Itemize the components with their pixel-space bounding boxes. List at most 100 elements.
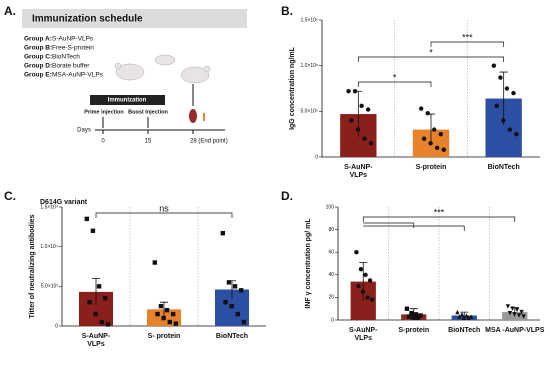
x-tick-label: S- protein	[148, 333, 181, 340]
mouse-icon	[115, 63, 145, 81]
data-point	[368, 141, 374, 146]
data-point	[155, 311, 160, 317]
group-text: Borate buffer	[52, 63, 90, 70]
bar-chart: INF γ concentration pg/ mL 0 20 40 60 80 100 S-…	[305, 204, 545, 342]
data-point	[238, 288, 244, 293]
data-point	[167, 319, 172, 325]
y-tick-label: 40	[328, 272, 334, 278]
data-point	[363, 272, 368, 277]
data-point	[365, 295, 370, 300]
data-point	[441, 147, 446, 152]
data-point	[521, 314, 526, 319]
day-label: 28 (End point)	[190, 139, 228, 145]
error-bar	[359, 261, 368, 301]
tube-icon	[203, 113, 205, 121]
data-point	[510, 306, 515, 311]
panel-label: A.	[4, 4, 16, 18]
y-axis-label: INF γ concentration pg/ mL	[305, 218, 312, 309]
data-point	[356, 283, 361, 289]
data-point	[421, 136, 427, 141]
y-tick-label: 1.0×10⁴	[40, 244, 58, 250]
y-tick-label: 0	[55, 323, 58, 329]
data-point	[519, 309, 524, 315]
mouse-ear	[203, 65, 211, 73]
group-label: Group D:	[24, 63, 52, 70]
charts: IgG concentration ng/mL 0 5.0×10⁵ 1.0×10⁶ 1.…	[29, 17, 545, 348]
y-axis-label: IgG concentration ng/mL	[289, 46, 296, 130]
data-point	[425, 110, 430, 116]
data-point	[512, 312, 517, 317]
error-bar	[92, 278, 100, 306]
subtitle: D614G variant	[40, 199, 88, 206]
group-text: BioNTech	[52, 54, 80, 61]
data-point	[406, 314, 412, 319]
x-tick-label: S-AuNP-VLPs	[82, 333, 111, 348]
label-line: VLPs	[350, 172, 368, 179]
prime-label: Prime injection	[84, 109, 124, 115]
data-point	[173, 321, 179, 326]
data-point	[354, 250, 359, 255]
data-point	[220, 230, 226, 236]
group-text: MSA-AuNP-VLPs	[52, 72, 104, 79]
data-point	[504, 86, 510, 91]
x-tick-label: BioNTech	[488, 164, 520, 171]
data-point	[411, 315, 416, 320]
data-point	[229, 303, 234, 309]
significance-bracket	[357, 56, 505, 62]
data-point	[457, 314, 462, 319]
label-line: VLPs	[87, 341, 105, 348]
x-tick-label: S-protein	[398, 327, 429, 334]
data-point	[99, 319, 104, 325]
error-bar	[499, 71, 508, 126]
group-text: S-AuNP-VLPs	[52, 36, 94, 43]
data-point	[415, 315, 421, 320]
significance-label: ns	[159, 203, 169, 213]
x-tick-label: BioNTech	[448, 327, 480, 334]
y-tick-label: 5.0×10³	[41, 284, 58, 290]
data-point	[352, 89, 358, 94]
y-tick-label: 0	[315, 154, 318, 160]
data-point	[96, 284, 102, 289]
data-point	[170, 311, 176, 317]
data-point	[491, 63, 497, 68]
boost-label: Boost Injection	[128, 109, 168, 115]
data-point	[404, 306, 410, 311]
data-point	[93, 311, 98, 317]
data-point	[161, 315, 166, 321]
panel-label: D.	[281, 189, 293, 203]
data-point	[514, 307, 520, 313]
data-point	[232, 284, 238, 289]
mouse-icon	[154, 54, 176, 66]
y-axis-label: Titter of neutralizing antibodies	[29, 214, 36, 318]
y-tick-label: 80	[328, 227, 334, 233]
data-point	[428, 141, 433, 146]
organ-icon	[189, 109, 197, 123]
significance-label: ***	[434, 207, 445, 217]
group-label: Group A:	[24, 36, 52, 43]
axis-label: Days	[77, 128, 91, 134]
label-line: S-AuNP-	[344, 164, 373, 171]
group-label: Group C:	[24, 54, 52, 61]
mouse-ear	[114, 62, 122, 70]
group-label: Group E:	[24, 72, 52, 79]
significance-label: *	[393, 72, 397, 82]
panel-label: C.	[4, 189, 16, 203]
data-point	[505, 304, 511, 309]
bar-chart: IgG concentration ng/mL 0 5.0×10⁵ 1.0×10⁶ 1.…	[289, 17, 540, 179]
data-point	[507, 311, 513, 316]
data-point	[84, 216, 90, 222]
data-point	[90, 228, 96, 233]
x-tick-label: BioNTech	[216, 333, 248, 340]
y-tick-label: 20	[328, 295, 334, 301]
y-tick-label: 1.0×10⁶	[301, 63, 319, 69]
data-point	[468, 314, 474, 319]
title-box	[22, 9, 247, 28]
x-tick-label: S-protein	[416, 164, 447, 171]
data-point	[359, 103, 364, 109]
data-point	[466, 315, 471, 320]
timeline	[95, 84, 225, 134]
y-tick-label: 60	[328, 250, 334, 256]
data-point	[164, 307, 170, 313]
